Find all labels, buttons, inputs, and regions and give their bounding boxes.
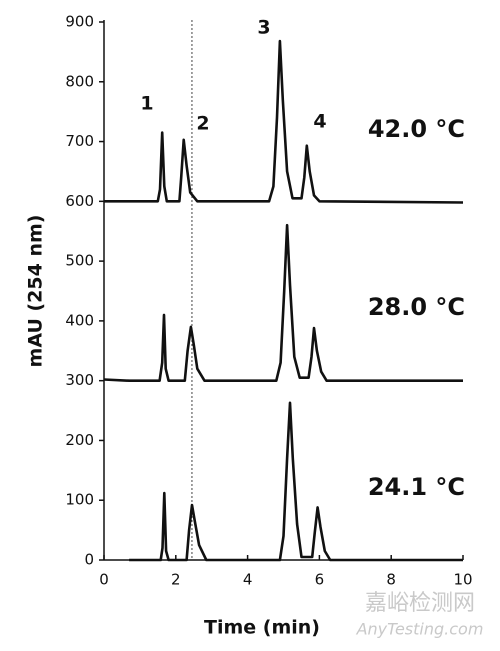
x-axis-label: Time (min): [204, 617, 320, 639]
y-tick-label: 700: [65, 132, 94, 150]
y-tick-label: 0: [84, 551, 94, 569]
trace-label: 28.0 °C: [368, 293, 465, 321]
peak-label: 4: [313, 111, 326, 133]
trace: [129, 401, 463, 562]
watermark: AnyTesting.com: [356, 620, 484, 639]
y-tick-label: 400: [65, 311, 94, 329]
y-tick-label: 100: [65, 491, 94, 509]
y-tick-label: 300: [65, 371, 94, 389]
y-tick-label: 500: [65, 252, 94, 270]
trace-label: 42.0 °C: [368, 115, 465, 143]
y-tick-label: 600: [65, 192, 94, 210]
x-tick-label: 2: [171, 571, 181, 589]
x-tick-label: 10: [453, 571, 472, 589]
x-tick-label: 4: [243, 571, 253, 589]
peak-label: 1: [140, 93, 153, 115]
trace: [104, 39, 464, 204]
y-axis-label: mAU (254 nm): [25, 215, 47, 368]
x-tick-label: 6: [315, 571, 325, 589]
trace: [103, 223, 463, 382]
peak-label: 2: [196, 113, 209, 135]
watermark: 嘉峪检测网: [365, 591, 475, 616]
y-tick-label: 800: [65, 72, 94, 90]
x-tick-label: 0: [99, 571, 109, 589]
y-tick-label: 900: [65, 13, 94, 31]
peak-label: 3: [257, 17, 270, 39]
y-tick-label: 200: [65, 431, 94, 449]
x-tick-label: 8: [386, 571, 396, 589]
trace-label: 24.1 °C: [368, 473, 465, 501]
